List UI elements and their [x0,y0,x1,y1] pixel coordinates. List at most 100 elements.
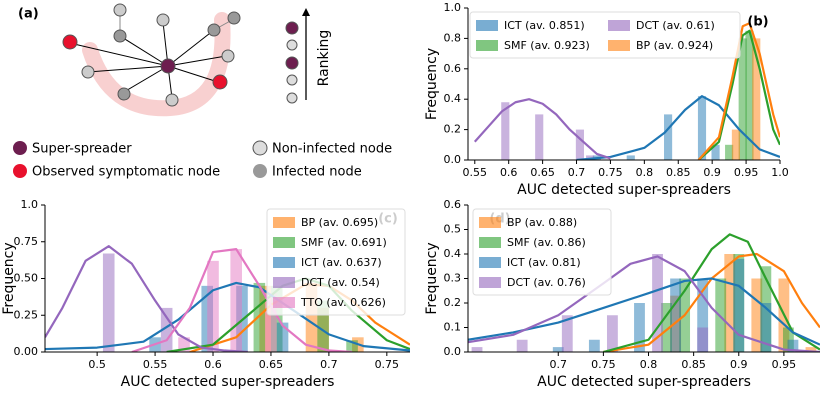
y-axis-label: Frequency [1,242,17,314]
bar [516,339,528,352]
legend-swatch [608,20,630,31]
x-tick-label: 0.75 [598,166,623,179]
legend-label: BP (av. 0.695) [301,216,378,229]
bar [265,293,277,352]
bar [230,249,242,352]
y-tick-label: 0.2 [444,296,462,309]
chart: 0.5 0.55 0.6 0.65 0.7 0.75 0.00 0.25 0.50 0.75 1.0… [1,198,410,390]
legend-swatch [476,40,498,51]
bar [253,282,266,352]
y-tick-label: 0.25 [14,308,39,321]
ranking-label: Ranking [316,30,332,87]
kde-line [45,245,248,352]
bar [276,322,289,352]
bar [724,254,736,352]
legend-text: Observed symptomatic node [32,165,220,180]
y-tick-label: 0.1 [444,321,462,334]
y-tick-label: 0.6 [444,198,462,211]
legend-box [266,208,406,316]
kde-line [576,95,780,160]
bar [697,327,709,352]
arc [82,12,231,117]
legend-swatch [479,257,501,268]
y-tick-label: 0.50 [14,272,39,285]
legend-swatch [608,40,630,51]
legend-label: SMF (av. 0.86) [507,236,586,249]
x-tick-label: 0.8 [640,358,658,371]
y-tick-label: 0.8 [444,31,462,44]
legend-text: Infected node [272,165,362,180]
y-tick-label: 0.4 [444,247,462,260]
kde-line [473,98,611,160]
nodes [62,3,241,107]
bar [738,38,747,160]
y-tick-label: 0.75 [14,235,39,248]
x-tick-label: 0.9 [730,358,748,371]
bar [652,254,663,352]
x-tick-label: 0.65 [259,358,284,371]
bar [733,258,745,352]
legend-label: DCT (av. 0.76) [507,276,586,289]
x-tick-label: 0.9 [703,166,721,179]
bar [711,144,720,160]
x-tick-label: 0.7 [550,358,568,371]
chart: 0.55 0.6 0.65 0.7 0.75 0.8 0.85 0.9 0.95 1.0 0.0 0.… [424,1,789,198]
x-tick-label: 0.85 [666,166,691,179]
legend-swatch [273,297,295,308]
y-tick-label: 0.6 [444,62,462,75]
bar [160,307,173,352]
x-tick-label: 0.7 [320,358,338,371]
bar [731,129,740,160]
bar [346,340,358,352]
bar [805,347,817,352]
x-tick-label: 0.65 [530,166,555,179]
bar [535,114,544,160]
legend-label: DCT (av. 0.54) [301,276,380,289]
plot-area [468,233,820,352]
x-tick-label: 0.55 [463,166,488,179]
legend-text: Non-infected node [272,142,392,157]
kde-line [603,233,820,352]
bar [661,303,672,352]
legend-label: BP (av. 0.88) [507,216,577,229]
kde-line [697,29,780,160]
y-tick-label: 1.0 [21,198,39,211]
panel-label: (a) [18,7,39,22]
y-tick-label: 0.5 [444,223,462,236]
legend-swatch [479,277,501,288]
y-axis-label: Frequency [424,48,440,120]
bar [471,347,483,352]
plot-area [473,22,780,160]
y-tick-label: 0.0 [444,153,462,166]
legend-swatch [273,217,295,228]
y-tick-label: 0.4 [444,92,462,105]
legend-swatch [13,164,27,178]
legend-label: ICT (av. 0.851) [504,19,585,32]
x-tick-label: 0.85 [681,358,706,371]
bar [207,260,219,352]
bar [561,315,573,352]
legend-label: DCT (av. 0.61) [636,19,715,32]
bar [588,339,600,352]
arrow-head [302,8,310,16]
bar [305,282,318,352]
diagram: (a) Ranking Super-spreader Observed symp… [13,3,392,180]
bar [745,30,754,160]
y-tick-label: 0.00 [14,345,39,358]
x-tick-label: 0.95 [734,166,759,179]
kde-line [45,281,410,352]
legend-box [472,208,612,296]
x-tick-label: 0.75 [591,358,616,371]
legend-swatch [13,141,27,155]
kde-line [468,255,820,352]
kde-line [468,277,820,346]
y-tick-label: 1.0 [444,1,462,14]
x-tick-label: 0.55 [143,358,168,371]
bar [552,347,564,352]
bar [317,300,329,352]
legend-swatch [253,164,267,178]
bar [626,155,635,160]
legend-label: SMF (av. 0.923) [504,39,590,52]
panel-label: (b) [747,15,768,30]
kde-line [697,22,780,160]
